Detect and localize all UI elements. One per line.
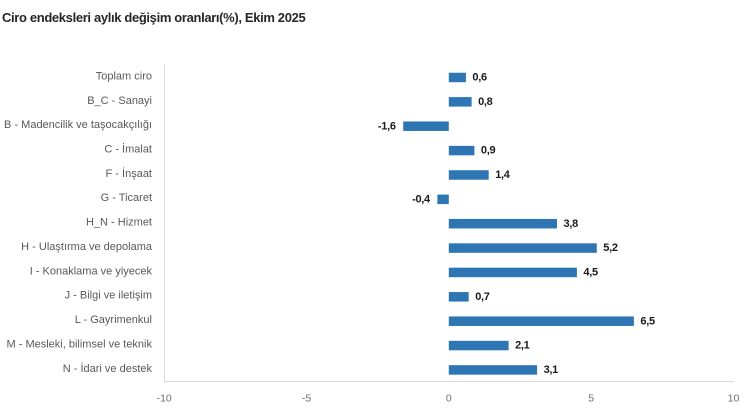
- svg-text:B - Madencilik ve taşocakçılığ: B - Madencilik ve taşocakçılığı: [4, 119, 152, 131]
- svg-text:3,8: 3,8: [564, 218, 579, 230]
- svg-text:0,8: 0,8: [478, 96, 493, 108]
- svg-text:2,1: 2,1: [515, 340, 530, 352]
- svg-text:5,2: 5,2: [603, 242, 618, 254]
- svg-text:1,4: 1,4: [495, 169, 511, 181]
- svg-text:N - İdari ve destek: N - İdari ve destek: [63, 362, 153, 375]
- svg-text:-1,6: -1,6: [378, 120, 396, 132]
- svg-text:J - Bilgi ve iletişim: J - Bilgi ve iletişim: [65, 290, 152, 302]
- svg-text:Toplam ciro: Toplam ciro: [96, 70, 152, 82]
- svg-text:-5: -5: [302, 393, 311, 405]
- svg-text:G - Ticaret: G - Ticaret: [101, 192, 152, 204]
- svg-text:0,9: 0,9: [481, 145, 496, 157]
- svg-text:3,1: 3,1: [544, 364, 559, 376]
- svg-text:6,5: 6,5: [640, 315, 655, 327]
- svg-text:H_N - Hizmet: H_N - Hizmet: [86, 217, 152, 229]
- svg-text:-0,4: -0,4: [412, 193, 431, 205]
- svg-text:H - Ulaştırma ve depolama: H - Ulaştırma ve depolama: [21, 241, 153, 253]
- svg-text:0: 0: [446, 393, 452, 405]
- svg-text:4,5: 4,5: [583, 267, 598, 279]
- svg-text:5: 5: [588, 393, 594, 405]
- svg-text:B_C - Sanayi: B_C - Sanayi: [87, 95, 152, 107]
- svg-text:10: 10: [728, 393, 740, 405]
- svg-text:-10: -10: [157, 393, 172, 405]
- svg-text:0,7: 0,7: [475, 291, 490, 303]
- svg-text:M - Mesleki, bilimsel ve tekni: M - Mesleki, bilimsel ve teknik: [7, 339, 153, 351]
- svg-text:0,6: 0,6: [472, 72, 487, 84]
- svg-text:I - Konaklama ve yiyecek: I - Konaklama ve yiyecek: [30, 265, 153, 277]
- svg-text:F - İnşaat: F - İnşaat: [106, 167, 152, 180]
- svg-text:L - Gayrimenkul: L - Gayrimenkul: [75, 314, 152, 326]
- svg-text:C - İmalat: C - İmalat: [104, 143, 152, 156]
